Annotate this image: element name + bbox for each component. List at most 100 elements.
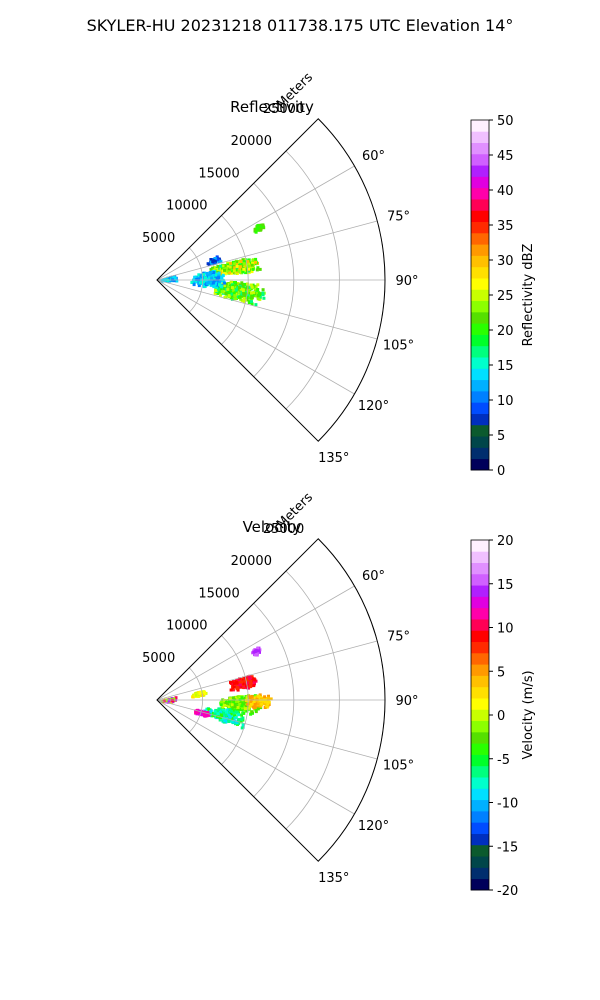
colorbar-tick-label: 5 xyxy=(497,665,505,680)
colorbar-segment xyxy=(471,619,489,631)
azimuth-tick-label: 90° xyxy=(395,694,418,709)
colorbar-segment xyxy=(471,562,489,575)
colorbar-segment xyxy=(471,573,489,586)
colorbar-segment xyxy=(471,424,489,437)
colorbar-segment xyxy=(471,187,489,200)
colorbar-segment xyxy=(471,867,489,880)
colorbar-segment xyxy=(471,289,489,302)
colorbar-segment xyxy=(471,754,489,767)
azimuth-tick-label: 135° xyxy=(318,871,349,886)
colorbar-segment xyxy=(471,176,489,189)
colorbar-segment xyxy=(471,810,489,823)
colorbar-segment xyxy=(471,743,489,755)
colorbar-segment xyxy=(471,878,489,891)
chart-title: Reflectivity xyxy=(230,98,314,116)
reflectivity-panel: Reflectivity500010000150002000025000Mete… xyxy=(142,70,536,479)
azimuth-gridline xyxy=(156,165,355,281)
range-tick-label: 20000 xyxy=(231,134,272,149)
colorbar-segment xyxy=(471,844,489,857)
azimuth-gridline xyxy=(156,279,378,340)
azimuth-tick-label: 120° xyxy=(358,819,389,834)
colorbar-segment xyxy=(471,675,489,688)
range-tick-label: 10000 xyxy=(166,619,207,634)
colorbar-segment xyxy=(471,788,489,801)
colorbar-tick-label: -5 xyxy=(497,753,510,768)
azimuth-gridline xyxy=(156,220,378,281)
colorbar-tick-label: 5 xyxy=(497,429,505,444)
colorbar-segment xyxy=(471,596,489,609)
colorbar-segment xyxy=(471,709,489,722)
azimuth-tick-label: 135° xyxy=(318,451,349,466)
range-tick-label: 10000 xyxy=(166,199,207,214)
azimuth-tick-label: 75° xyxy=(387,629,410,644)
colorbar-segment xyxy=(471,765,489,778)
colorbar-tick-label: 10 xyxy=(497,622,514,637)
colorbar-segment xyxy=(471,390,489,403)
colorbar-segment xyxy=(471,266,489,279)
colorbar-segment xyxy=(471,641,489,654)
colorbar-tick-label: -15 xyxy=(497,840,518,855)
range-tick-label: 15000 xyxy=(198,166,239,181)
colorbar-segment xyxy=(471,458,489,471)
azimuth-gridline xyxy=(156,699,355,815)
colorbar-segment xyxy=(471,221,489,234)
colorbar-segment xyxy=(471,131,489,143)
azimuth-gridline xyxy=(156,585,355,701)
azimuth-gridline xyxy=(156,640,378,701)
colorbar-tick-label: 0 xyxy=(497,464,505,479)
colorbar-tick-label: 35 xyxy=(497,219,514,234)
colorbar-segment xyxy=(471,731,489,744)
colorbar-segment xyxy=(471,323,489,335)
colorbar-segment xyxy=(471,379,489,392)
colorbar-segment xyxy=(471,413,489,426)
colorbar-tick-label: 15 xyxy=(497,359,514,374)
azimuth-gridline xyxy=(156,699,378,760)
colorbar-segment xyxy=(471,255,489,268)
colorbar-segment xyxy=(471,833,489,846)
colorbar-segment xyxy=(471,652,489,665)
range-tick-label: 25000 xyxy=(263,102,304,117)
colorbar-tick-label: 0 xyxy=(497,709,505,724)
colorbar-tick-label: -20 xyxy=(497,884,518,899)
colorbar-tick-label: 30 xyxy=(497,254,514,269)
colorbar-segment xyxy=(471,822,489,834)
azimuth-tick-label: 75° xyxy=(387,209,410,224)
colorbar-label: Velocity (m/s) xyxy=(521,670,536,759)
colorbar-segment xyxy=(471,142,489,155)
colorbar-segment xyxy=(471,165,489,177)
colorbar-tick-label: 10 xyxy=(497,394,514,409)
colorbar-tick-label: 25 xyxy=(497,289,514,304)
colorbar-segment xyxy=(471,777,489,789)
colorbar-segment xyxy=(471,664,489,676)
echo-field xyxy=(160,223,266,307)
colorbar-segment xyxy=(471,300,489,313)
colorbar-segment xyxy=(471,311,489,324)
colorbar-tick-label: -10 xyxy=(497,797,518,812)
azimuth-tick-label: 105° xyxy=(383,759,414,774)
colorbar-segment xyxy=(471,199,489,211)
colorbar-segment xyxy=(471,334,489,347)
range-tick-label: 25000 xyxy=(263,522,304,537)
colorbar-segment xyxy=(471,551,489,563)
colorbar-segment xyxy=(471,720,489,733)
range-tick-label: 5000 xyxy=(142,651,175,666)
colorbar-tick-label: 50 xyxy=(497,114,514,129)
colorbar-segment xyxy=(471,368,489,381)
colorbar-label: Reflectivity dBZ xyxy=(521,244,536,347)
azimuth-tick-label: 120° xyxy=(358,399,389,414)
colorbar-segment xyxy=(471,153,489,166)
colorbar-tick-label: 15 xyxy=(497,578,514,593)
colorbar-segment xyxy=(471,540,489,552)
colorbar-segment xyxy=(471,120,489,132)
colorbar-tick-label: 45 xyxy=(497,149,514,164)
azimuth-tick-label: 90° xyxy=(395,274,418,289)
range-tick-label: 15000 xyxy=(198,586,239,601)
colorbar-segment xyxy=(471,686,489,699)
range-tick-label: 5000 xyxy=(142,231,175,246)
colorbar-segment xyxy=(471,402,489,414)
azimuth-gridline xyxy=(156,279,355,395)
range-tick-label: 20000 xyxy=(231,554,272,569)
colorbar-tick-label: 20 xyxy=(497,534,514,549)
colorbar-segment xyxy=(471,585,489,597)
polar-frame xyxy=(156,118,386,442)
